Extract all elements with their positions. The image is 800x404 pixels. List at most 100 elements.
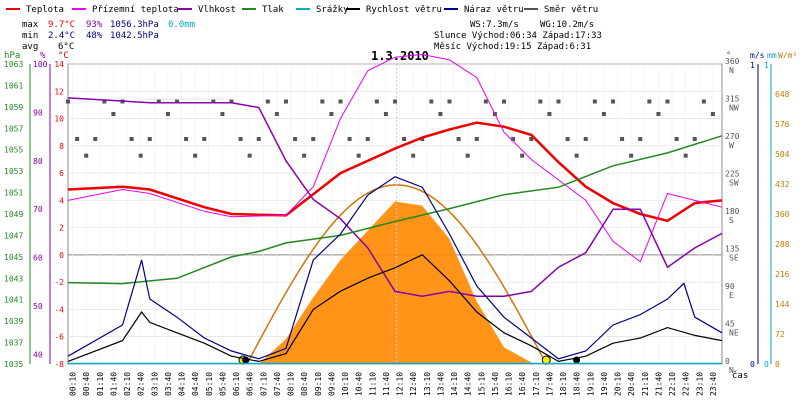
stats-block: max 9.7°C 93% 1056.3hPa 0.0mm min 2.4°C … [22, 20, 195, 52]
x-tick-label: 00:40 [82, 372, 91, 396]
wind-direction-point [547, 112, 552, 116]
series-rychlost-větru [67, 254, 723, 363]
unit-wm2: W/m² [778, 51, 797, 60]
direction-tick: NW [729, 104, 739, 113]
x-tick-label: 02:40 [137, 372, 146, 396]
wind-direction-point [620, 137, 625, 141]
direction-tick: 315 [725, 95, 740, 104]
wind-tick: 0 [750, 360, 755, 369]
wind-direction-point [583, 137, 588, 141]
direction-tick: 45 [725, 320, 735, 329]
direction-tick: 180 [725, 207, 740, 216]
series-náraz-větru [67, 176, 723, 360]
humidity-tick: 90 [33, 108, 43, 117]
wind-direction-point [111, 112, 116, 116]
wind-direction-point [701, 99, 706, 104]
wind-direction-point [692, 137, 697, 141]
temperature-tick: 8 [59, 142, 64, 151]
wind-direction-point [311, 137, 316, 141]
x-tick-label: 06:40 [246, 372, 255, 396]
direction-tick: NE [729, 329, 739, 338]
wind-direction-point [293, 137, 298, 141]
pressure-tick: 1055 [4, 146, 23, 155]
x-tick-label: 11:40 [382, 372, 391, 396]
x-tick-label: 02:10 [123, 372, 132, 396]
x-tick-label: 19:10 [586, 372, 595, 396]
solar-tick: 0 [775, 360, 780, 369]
direction-tick: 270 [725, 132, 740, 141]
x-tick-label: 03:10 [150, 372, 159, 396]
direction-tick: W [729, 141, 734, 150]
humidity-tick: 40 [33, 350, 43, 359]
wind-direction-point [483, 99, 488, 104]
direction-tick: SE [729, 254, 739, 263]
wind-direction-point [393, 99, 397, 104]
temperature-tick: -2 [54, 278, 64, 287]
x-tick-label: 13:10 [423, 372, 432, 396]
wind-direction-point [601, 112, 606, 116]
series-vlhkost [67, 97, 723, 298]
unit-degc: °C [58, 51, 69, 61]
x-tick-label: 23:10 [695, 372, 704, 396]
solar-radiation-area [258, 201, 534, 364]
pressure-tick: 1045 [4, 253, 23, 262]
temperature-tick: -8 [54, 360, 64, 369]
series-teplota [67, 121, 723, 223]
x-tick-label: 09:10 [314, 372, 323, 396]
x-tick-label: 16:40 [518, 372, 527, 396]
plot-area: 00:10 00:40 01:10 01:40 02:10 02:40 03:10 03:40… [4, 53, 790, 396]
wind-direction-point [529, 137, 534, 141]
unit-mm: mm [767, 51, 777, 60]
pressure-tick: 1047 [4, 231, 23, 240]
wind-direction-point [365, 137, 370, 141]
rain-tick: 1 [764, 61, 769, 70]
wind-direction-point [565, 137, 570, 141]
humidity-tick: 70 [33, 205, 43, 214]
pressure-tick: 1057 [4, 124, 23, 133]
solar-tick: 576 [775, 120, 790, 129]
pressure-tick: 1051 [4, 189, 23, 198]
legend-label: Přízemní teplota [92, 5, 179, 15]
solar-tick: 288 [775, 240, 790, 249]
moonset-marker [242, 356, 250, 364]
x-tick-label: 21:40 [654, 372, 663, 396]
unit-deg: ° [726, 51, 731, 61]
stats-avg-label: avg [22, 42, 38, 52]
x-tick-label: 22:10 [668, 372, 677, 396]
legend-label: Rychlost větru [366, 5, 442, 15]
pressure-tick: 1059 [4, 103, 23, 112]
solar-tick: 504 [775, 150, 790, 159]
x-tick-label: 19:40 [600, 372, 609, 396]
pressure-tick: 1037 [4, 339, 23, 348]
direction-tick: N [729, 66, 734, 75]
x-tick-label: 22:40 [682, 372, 691, 396]
wind-direction-point [556, 99, 561, 104]
wind-direction-point [502, 99, 506, 104]
legend-label: Směr větru [544, 5, 598, 15]
wind-info-block: WS:7.3m/s WG:10.2m/s Slunce Východ:06:34… [434, 20, 602, 52]
wind-direction-point [592, 99, 597, 104]
wind-direction-point [147, 137, 152, 141]
moon-times: Měsíc Východ:19:15 Západ:6:31 [434, 42, 591, 52]
series-přízemní-teplota [67, 53, 723, 263]
wind-direction-point [247, 153, 252, 158]
stats-avg-temp: 6°C [58, 42, 74, 52]
x-tick-label: 17:40 [545, 372, 554, 396]
stats-min-hum: 48% [86, 31, 103, 41]
wind-direction-point [465, 153, 470, 158]
pressure-tick: 1035 [4, 360, 23, 369]
wind-direction-point [329, 112, 334, 116]
x-tick-label: 18:10 [559, 372, 568, 396]
x-tick-label: 11:10 [368, 372, 377, 396]
wind-direction-point [638, 137, 643, 141]
x-tick-label: 16:10 [505, 372, 514, 396]
wind-direction-point [411, 153, 416, 158]
wind-direction-point [574, 153, 579, 158]
x-tick-label: 09:40 [327, 372, 336, 396]
wind-direction-point [629, 153, 634, 158]
stats-min-temp: 2.4°C [48, 31, 75, 41]
humidity-tick: 60 [33, 254, 43, 263]
x-tick-label: 13:40 [436, 372, 445, 396]
wind-direction-point [138, 153, 143, 158]
